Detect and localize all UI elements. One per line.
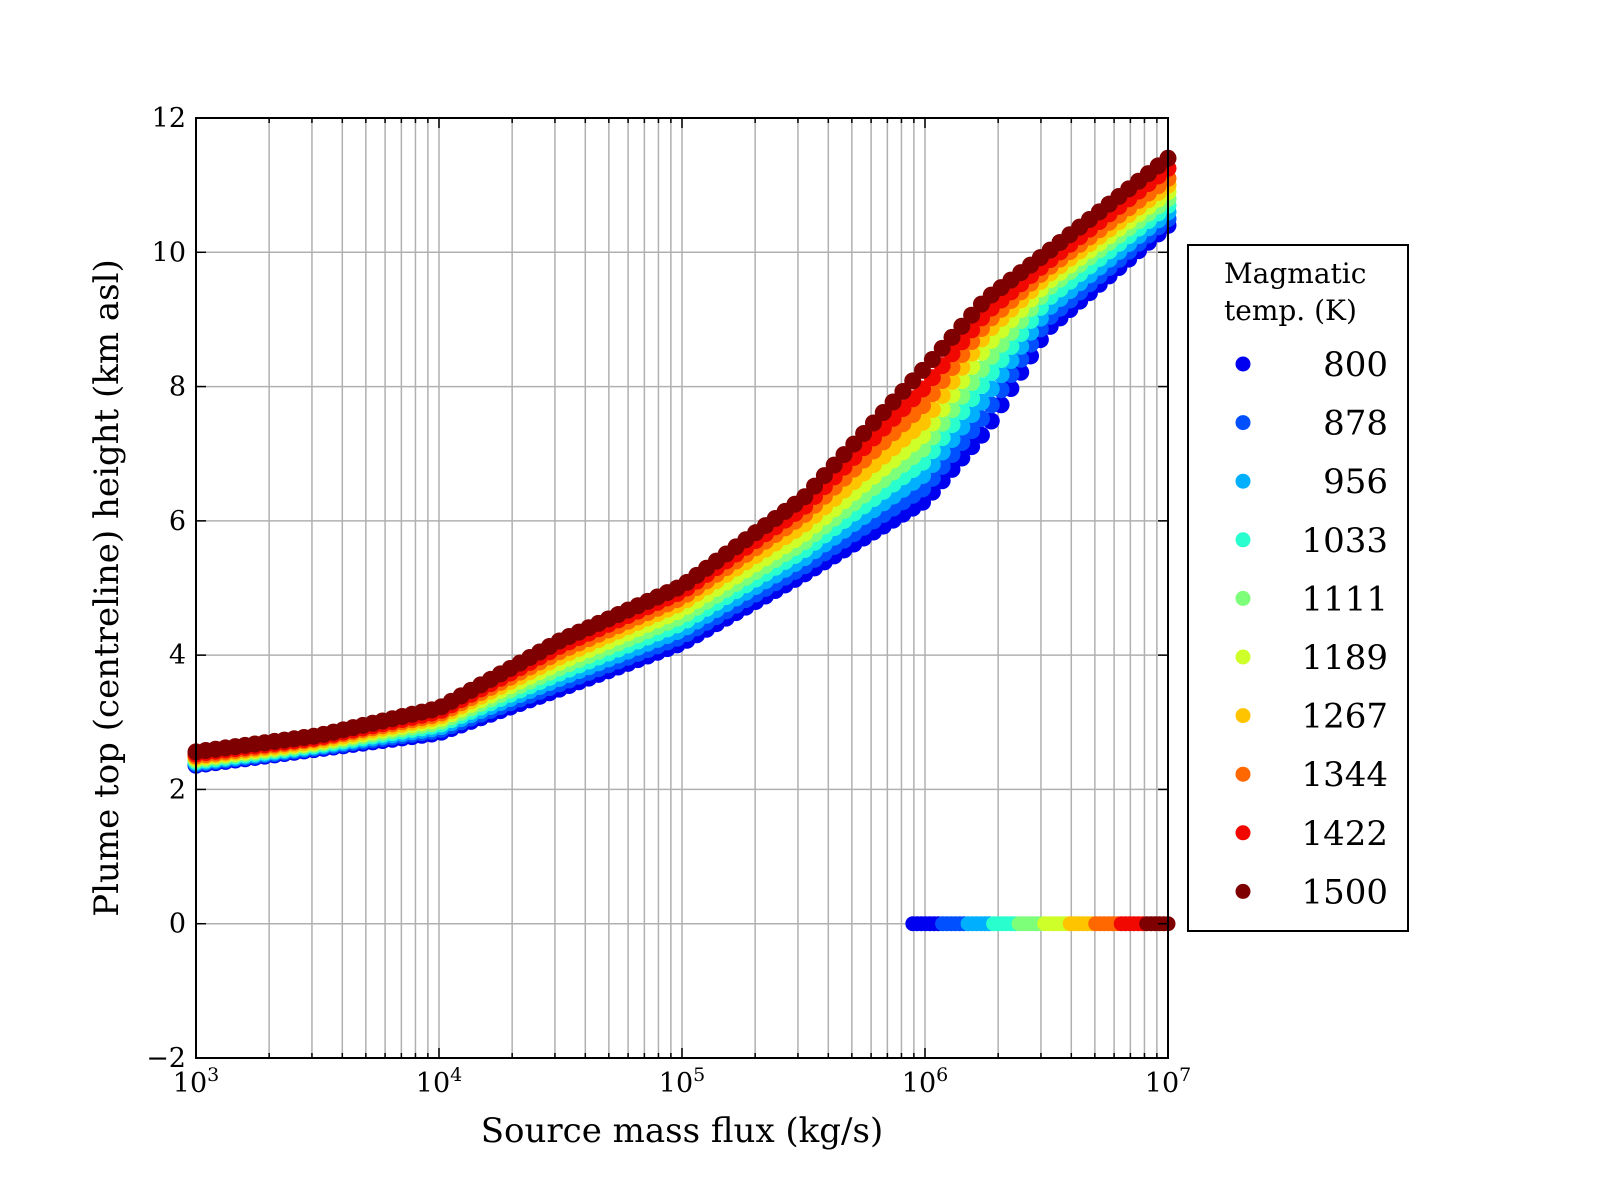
x-axis-label: Source mass flux (kg/s)	[481, 1111, 883, 1151]
y-tick-label: 4	[169, 640, 186, 671]
legend: Magmatic temp. (K) 800 878 956 1033 1111 1189…	[1187, 244, 1409, 932]
y-tick-labels: −2 0 2 4 6 8 10 12	[146, 103, 186, 1074]
legend-marker-1500	[1235, 883, 1251, 899]
data-point-1500	[914, 361, 932, 379]
legend-label-1422: 1422	[1301, 814, 1388, 854]
legend-label-956: 956	[1323, 462, 1388, 502]
x-tick-label: 106	[902, 1064, 948, 1099]
y-tick-label: −2	[146, 1043, 186, 1074]
y-tick-label: 0	[169, 909, 186, 940]
legend-title-line1: Magmatic	[1224, 257, 1366, 290]
x-tick-labels: 103 104 105 106 107	[173, 1064, 1191, 1099]
legend-marker-1111	[1235, 590, 1251, 606]
legend-marker-1267	[1235, 708, 1251, 724]
data-point-1500	[933, 339, 951, 357]
data-point-1500	[963, 306, 981, 324]
data-point-1500	[943, 328, 961, 346]
legend-marker-878	[1235, 415, 1251, 431]
data-point-1500	[953, 317, 971, 335]
data-point-1500	[923, 350, 941, 368]
legend-label-1111: 1111	[1301, 579, 1388, 619]
legend-marker-1033	[1235, 532, 1251, 548]
grid	[196, 118, 1168, 1058]
legend-label-1189: 1189	[1301, 638, 1388, 678]
y-axis-label: Plume top (centreline) height (km asl)	[87, 259, 127, 917]
legend-marker-1189	[1235, 649, 1251, 665]
y-tick-label: 6	[169, 506, 186, 537]
y-tick-label: 10	[152, 237, 186, 268]
legend-label-1033: 1033	[1301, 521, 1388, 561]
x-tick-label: 103	[173, 1064, 219, 1099]
legend-marker-956	[1235, 473, 1251, 489]
y-tick-label: 2	[169, 774, 186, 805]
x-tick-label: 105	[659, 1064, 705, 1099]
legend-label-1500: 1500	[1301, 872, 1388, 912]
legend-label-1267: 1267	[1301, 697, 1388, 737]
y-tick-label: 8	[169, 372, 186, 403]
legend-label-800: 800	[1323, 345, 1388, 385]
y-tick-label: 12	[152, 103, 186, 134]
legend-label-878: 878	[1323, 404, 1388, 444]
legend-marker-1422	[1235, 825, 1251, 841]
x-tick-label: 107	[1145, 1064, 1191, 1099]
legend-marker-800	[1235, 356, 1251, 372]
axis-ticks	[195, 117, 1168, 1059]
data-points	[187, 149, 1177, 932]
x-tick-label: 104	[416, 1064, 462, 1099]
legend-label-1344: 1344	[1301, 755, 1388, 795]
legend-marker-1344	[1235, 766, 1251, 782]
legend-box	[1187, 244, 1409, 932]
legend-title-line2: temp. (K)	[1224, 294, 1357, 327]
